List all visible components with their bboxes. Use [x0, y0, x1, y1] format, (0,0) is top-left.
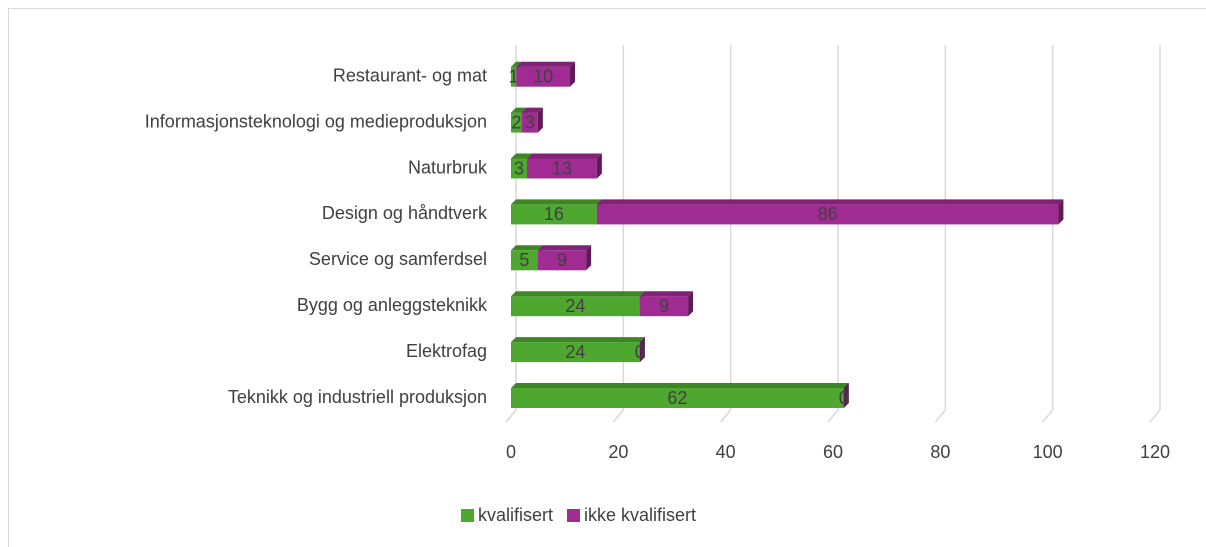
data-label: 0: [635, 342, 645, 362]
data-label: 3: [525, 112, 535, 132]
bar-top: [596, 199, 1064, 205]
data-label: 62: [667, 388, 687, 408]
data-label: 5: [519, 250, 529, 270]
data-label: 16: [544, 204, 564, 224]
bar-top: [537, 245, 592, 251]
data-label: 1: [509, 66, 519, 86]
bar: [596, 204, 1059, 225]
chart-border: [8, 8, 1206, 547]
bar-top: [511, 107, 527, 113]
grid-line: [1042, 45, 1054, 423]
data-label: 3: [514, 158, 524, 178]
bar: [516, 66, 571, 87]
data-label: 9: [557, 250, 567, 270]
bar-side: [586, 245, 592, 271]
x-tick-label: 80: [930, 442, 950, 462]
data-label: 13: [552, 158, 572, 178]
bar: [537, 250, 587, 271]
y-tick-label: Restaurant- og mat: [333, 65, 487, 85]
x-tick-label: 0: [506, 442, 516, 462]
bar: [527, 158, 597, 179]
grid-line: [505, 45, 517, 423]
bar: [639, 296, 689, 317]
bar-top: [516, 61, 576, 67]
legend-label: ikke kvalifisert: [584, 505, 696, 525]
bar-side: [570, 61, 576, 87]
y-tick-label: Bygg og anleggsteknikk: [297, 295, 488, 315]
y-tick-label: Service og samferdsel: [309, 249, 487, 269]
bar-top: [511, 291, 645, 297]
bar-top: [511, 153, 533, 159]
x-tick-label: 120: [1140, 442, 1170, 462]
bar: [511, 342, 640, 363]
bar: [511, 250, 538, 271]
bar-top: [639, 291, 694, 297]
grid-line: [720, 45, 732, 423]
legend-swatch: [567, 509, 581, 522]
bar: [511, 112, 522, 133]
data-label: 10: [533, 66, 553, 86]
y-tick-label: Design og håndtverk: [322, 203, 488, 223]
bar-side: [688, 291, 694, 317]
bar-side: [639, 337, 645, 363]
grid-line: [934, 45, 947, 423]
data-label: 86: [818, 204, 838, 224]
data-label: 24: [565, 342, 585, 362]
data-label: 0: [839, 388, 849, 408]
y-tick-label: Naturbruk: [408, 157, 488, 177]
grid-line: [827, 45, 839, 423]
bar-top: [511, 199, 602, 205]
x-tick-label: 40: [716, 442, 736, 462]
data-label: 24: [565, 296, 585, 316]
data-label: 9: [659, 296, 669, 316]
y-tick-label: Informasjonsteknologi og medieproduksjon: [145, 111, 487, 131]
x-tick-label: 20: [608, 442, 628, 462]
bar: [511, 296, 640, 317]
bar: [511, 66, 517, 87]
bar-side: [596, 153, 602, 179]
bar-top: [511, 337, 645, 343]
x-tick-label: 60: [823, 442, 843, 462]
bar-top: [511, 383, 849, 388]
y-tick-label: Elektrofag: [406, 341, 487, 361]
bar: [511, 158, 528, 179]
legend-label: kvalifisert: [478, 505, 553, 525]
bar: [521, 112, 538, 133]
bar: [511, 204, 597, 225]
bar-top: [511, 245, 543, 251]
bar-side: [1058, 199, 1064, 225]
x-tick-label: 100: [1033, 442, 1063, 462]
data-label: 2: [511, 112, 521, 132]
bar-side: [843, 383, 849, 408]
grid-line: [612, 45, 625, 423]
bar-top: [527, 153, 602, 159]
bar: [511, 388, 844, 408]
legend-swatch: [461, 509, 474, 522]
bar-side: [537, 107, 543, 133]
bar-top: [521, 107, 543, 113]
bar-top: [511, 61, 522, 67]
y-tick-label: Teknikk og industriell produksjon: [228, 387, 487, 407]
grid-line: [1149, 45, 1161, 423]
